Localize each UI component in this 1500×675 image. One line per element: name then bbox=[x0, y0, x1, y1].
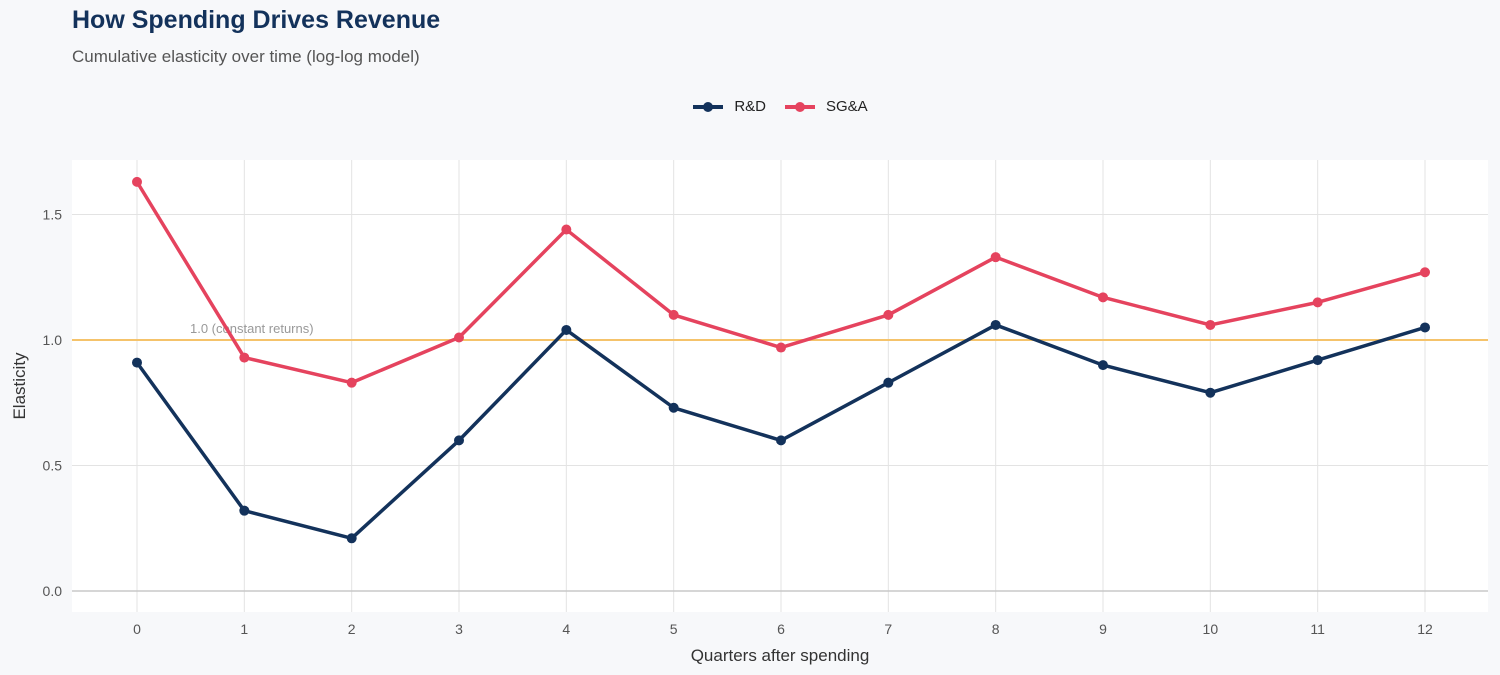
data-point-rd bbox=[1420, 322, 1430, 333]
legend-label-rd: R&D bbox=[734, 98, 766, 115]
x-tick-label: 10 bbox=[1203, 621, 1219, 637]
data-point-rd bbox=[561, 324, 572, 335]
y-tick-label: 0.5 bbox=[43, 458, 63, 474]
x-tick-label: 3 bbox=[455, 621, 463, 637]
data-point-sga bbox=[561, 224, 572, 235]
y-tick-label: 0.0 bbox=[43, 583, 63, 599]
data-point-sga bbox=[990, 252, 1001, 263]
data-point-sga bbox=[1420, 267, 1430, 278]
data-point-rd bbox=[1098, 360, 1108, 371]
reference-line-label: 1.0 (constant returns) bbox=[190, 321, 314, 336]
data-point-rd bbox=[883, 377, 894, 388]
x-tick-label: 1 bbox=[240, 621, 248, 637]
data-point-sga bbox=[1312, 297, 1323, 308]
legend: R&D SG&A bbox=[0, 98, 1500, 115]
data-point-rd bbox=[454, 435, 464, 446]
y-tick-label: 1.0 bbox=[43, 332, 63, 348]
legend-item-sga: SG&A bbox=[784, 98, 868, 115]
y-tick-label: 1.5 bbox=[43, 207, 63, 223]
x-axis-label: Quarters after spending bbox=[691, 646, 870, 665]
legend-swatch-rd bbox=[693, 101, 724, 112]
data-point-rd bbox=[990, 319, 1001, 330]
data-point-rd bbox=[668, 402, 679, 413]
plot-panel bbox=[72, 160, 1488, 612]
data-point-rd bbox=[1312, 355, 1323, 366]
x-tick-label: 11 bbox=[1310, 621, 1325, 637]
x-tick-label: 0 bbox=[133, 621, 141, 637]
y-axis-label: Elasticity bbox=[10, 352, 29, 420]
x-tick-label: 7 bbox=[884, 621, 892, 637]
legend-item-rd: R&D bbox=[692, 98, 766, 115]
x-tick-label: 9 bbox=[1099, 621, 1107, 637]
x-tick-label: 5 bbox=[670, 621, 678, 637]
legend-swatch-sga bbox=[784, 101, 815, 112]
data-point-rd bbox=[1205, 387, 1216, 398]
data-point-rd bbox=[776, 435, 786, 446]
legend-label-sga: SG&A bbox=[825, 98, 868, 115]
x-tick-label: 4 bbox=[562, 621, 570, 637]
data-point-sga bbox=[239, 352, 250, 363]
x-tick-label: 12 bbox=[1417, 621, 1433, 637]
data-point-sga bbox=[776, 342, 786, 353]
data-point-sga bbox=[668, 309, 679, 320]
chart-subtitle: Cumulative elasticity over time (log-log… bbox=[72, 47, 420, 66]
data-point-rd bbox=[346, 533, 357, 544]
data-point-rd bbox=[132, 357, 142, 368]
data-point-sga bbox=[346, 377, 357, 388]
data-point-sga bbox=[883, 309, 894, 320]
chart-title: How Spending Drives Revenue bbox=[72, 6, 441, 34]
data-point-sga bbox=[1205, 319, 1216, 330]
data-point-rd bbox=[239, 505, 250, 516]
data-point-sga bbox=[1098, 292, 1108, 303]
data-point-sga bbox=[132, 176, 142, 187]
x-tick-label: 8 bbox=[992, 621, 1000, 637]
x-tick-label: 6 bbox=[777, 621, 785, 637]
x-tick-label: 2 bbox=[348, 621, 356, 637]
data-point-sga bbox=[454, 332, 464, 343]
